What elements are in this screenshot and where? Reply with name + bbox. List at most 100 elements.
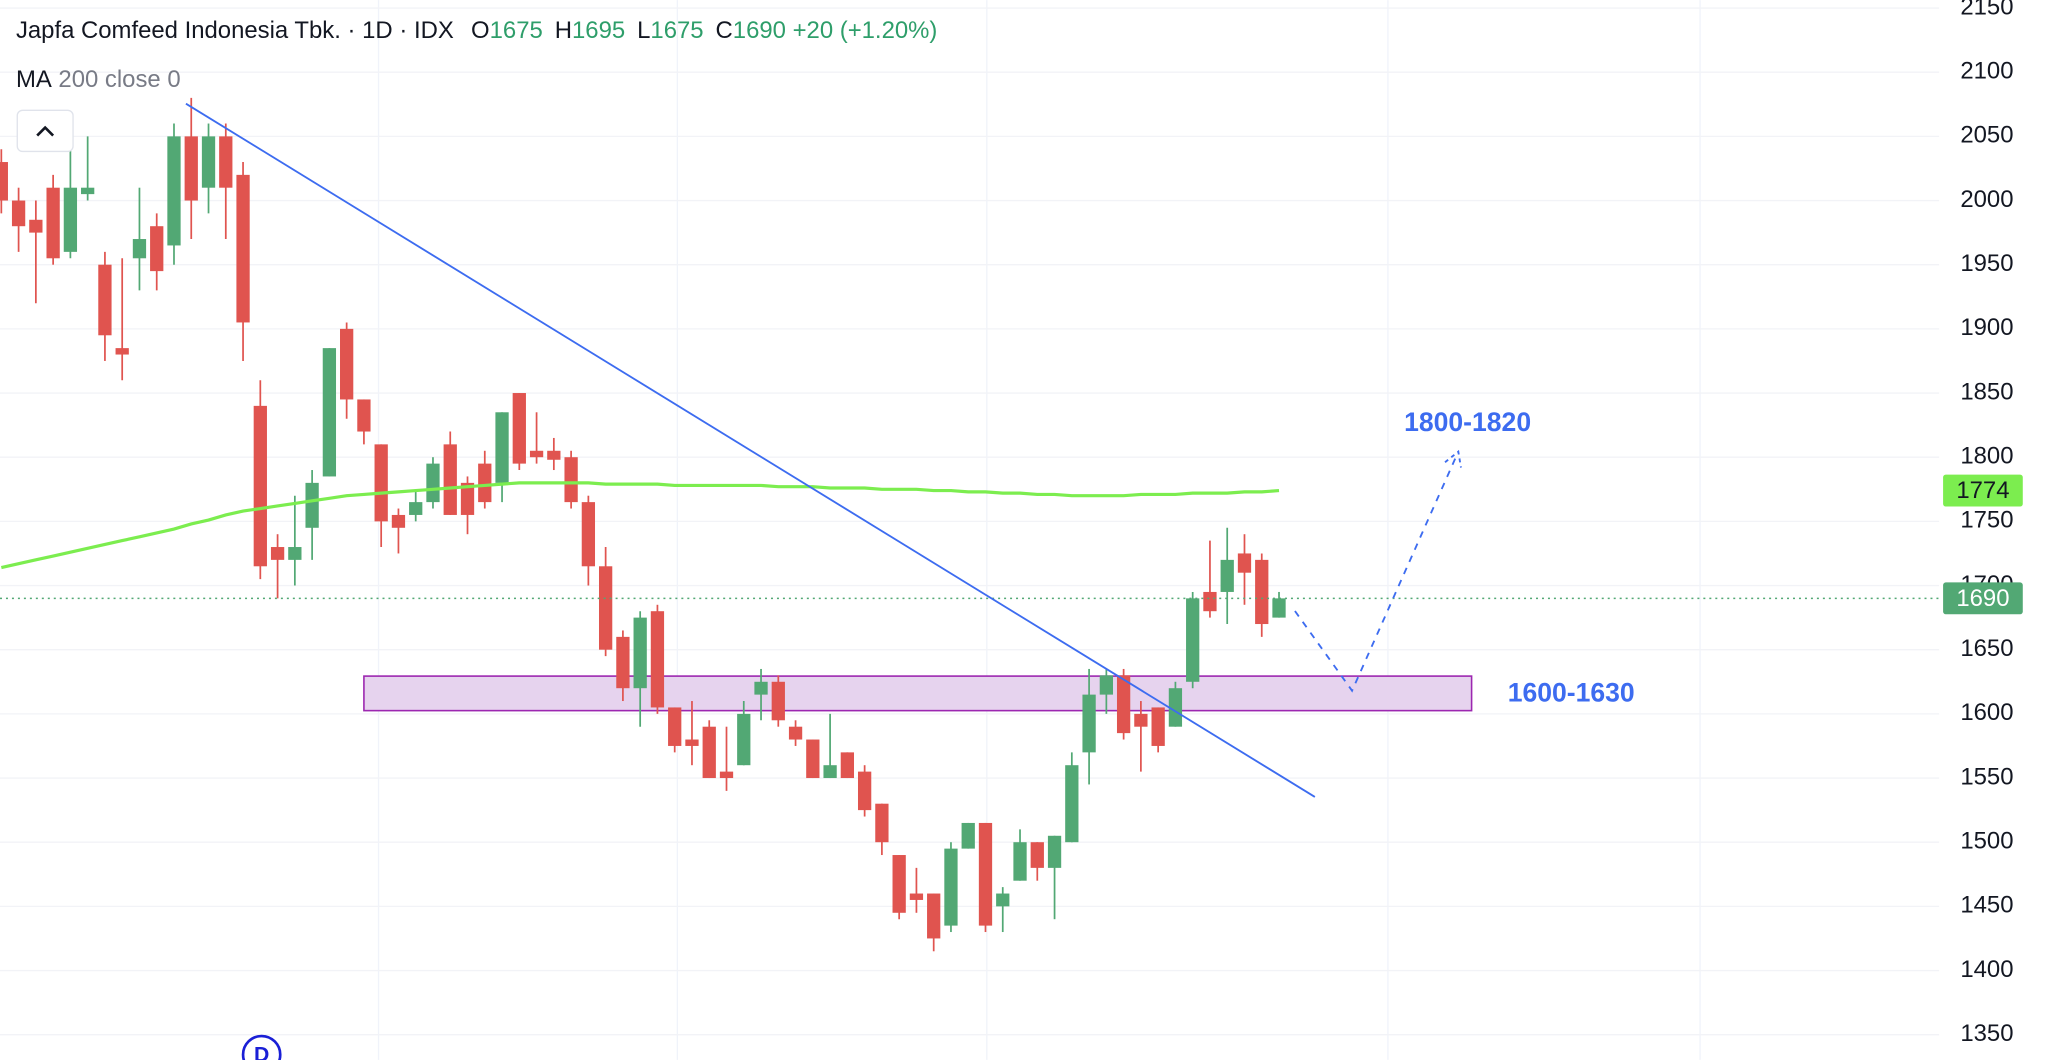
ohlc-value: 1675	[650, 17, 703, 44]
candle-body	[426, 463, 440, 503]
candle-body	[754, 681, 768, 695]
candle-body	[978, 822, 993, 926]
candle-body	[616, 636, 630, 689]
zone-label: 1600-1630	[1508, 678, 1635, 708]
y-tick-label: 1500	[1960, 828, 2013, 855]
candle-body	[598, 566, 613, 650]
change: +20 (+1.20%)	[793, 17, 938, 44]
y-tick-label: 1650	[1960, 635, 2013, 662]
candle-body	[840, 752, 855, 779]
candle-body	[564, 457, 578, 503]
candle-body	[460, 482, 475, 515]
ohlc-label: H	[555, 17, 572, 44]
candle-body	[1151, 707, 1165, 746]
candle-body	[167, 136, 181, 246]
chevron-icon	[36, 125, 55, 137]
candle-body	[219, 136, 233, 188]
candle-body	[340, 328, 354, 400]
candle-body	[1047, 835, 1062, 868]
y-tick-label: 1850	[1960, 378, 2013, 405]
candle-body	[892, 855, 906, 913]
candle-body	[1272, 598, 1286, 618]
candle-body	[1082, 694, 1096, 753]
candle-body	[1255, 559, 1269, 625]
candle-body	[1065, 765, 1079, 843]
candle-body	[944, 848, 958, 926]
candle-body	[581, 502, 596, 567]
symbol-name: Japfa Comfeed Indonesia Tbk.	[16, 17, 341, 44]
legend-header: Japfa Comfeed Indonesia Tbk. · 1D · IDX …	[16, 17, 937, 44]
candle-body	[547, 450, 561, 460]
candle-body	[357, 399, 371, 432]
candle-body	[668, 707, 682, 746]
candle-body	[1030, 842, 1044, 868]
candle-body	[115, 348, 129, 355]
price-tag-label: 1690	[1956, 585, 2009, 612]
projection-line	[1294, 451, 1460, 693]
y-tick-label: 2100	[1960, 58, 2013, 85]
y-tick-label: 2150	[1960, 0, 2013, 20]
indicator-name: MA	[16, 66, 52, 93]
ohlc-value: 1690	[733, 17, 786, 44]
ohlc-value: 1675	[490, 17, 543, 44]
price-tag-label: 1774	[1956, 477, 2009, 504]
candle-body	[150, 226, 164, 272]
trend-line	[185, 102, 1316, 798]
candle-body	[374, 444, 388, 522]
y-tick-label: 1900	[1960, 314, 2013, 341]
candle-body	[322, 348, 337, 477]
candle-body	[478, 463, 492, 503]
collapse-button-box[interactable]	[16, 109, 74, 153]
candle-body	[1237, 553, 1252, 573]
candle-body	[63, 187, 78, 252]
candle-body	[1116, 675, 1131, 734]
candle-body	[132, 239, 147, 259]
ohlc-label: C	[716, 17, 733, 44]
candle-body	[98, 264, 112, 336]
candle-body	[909, 893, 924, 900]
dividend-marker[interactable]	[241, 1034, 282, 1060]
target-label: 1800-1820	[1404, 407, 1531, 437]
candle-body	[806, 739, 820, 779]
candle-body	[253, 405, 267, 567]
candle-body	[788, 726, 803, 740]
candle-body	[1013, 842, 1027, 881]
candle-body	[29, 219, 43, 233]
candle-body	[184, 136, 198, 201]
candle-body	[633, 617, 647, 689]
candle-body	[857, 771, 872, 811]
candle-body	[443, 444, 457, 515]
y-tick-label: 1750	[1960, 507, 2013, 534]
y-tick-label: 1950	[1960, 250, 2013, 277]
candle-body	[46, 187, 60, 259]
candle-body	[0, 162, 8, 201]
candle-body	[961, 822, 975, 849]
candle-body	[1220, 559, 1234, 592]
candle-body	[1099, 675, 1113, 695]
dividend-marker-label: D	[254, 1043, 269, 1060]
candle-body	[409, 502, 423, 515]
candle-body	[1134, 713, 1148, 727]
support-zone	[363, 675, 1473, 712]
y-tick-label: 1600	[1960, 699, 2013, 726]
candle-body	[650, 611, 665, 708]
candle-body	[685, 739, 699, 746]
candle-body	[823, 765, 837, 779]
y-tick-label: 1800	[1960, 443, 2013, 470]
indicator-params: 200 close 0	[58, 66, 180, 93]
collapse-button[interactable]	[16, 109, 74, 153]
y-tick-label: 1450	[1960, 892, 2013, 919]
y-tick-label: 1400	[1960, 956, 2013, 983]
candle-body	[737, 713, 751, 766]
projection-arrow	[1444, 449, 1462, 468]
candle-body	[875, 803, 889, 843]
candle-body	[1203, 591, 1217, 612]
candle-body	[288, 547, 302, 560]
separator: ·	[399, 17, 407, 44]
price-tag	[1943, 582, 2023, 615]
exchange: IDX	[414, 17, 454, 44]
candle-body	[201, 136, 216, 188]
candle-body	[719, 771, 734, 779]
interval: 1D	[362, 17, 393, 44]
